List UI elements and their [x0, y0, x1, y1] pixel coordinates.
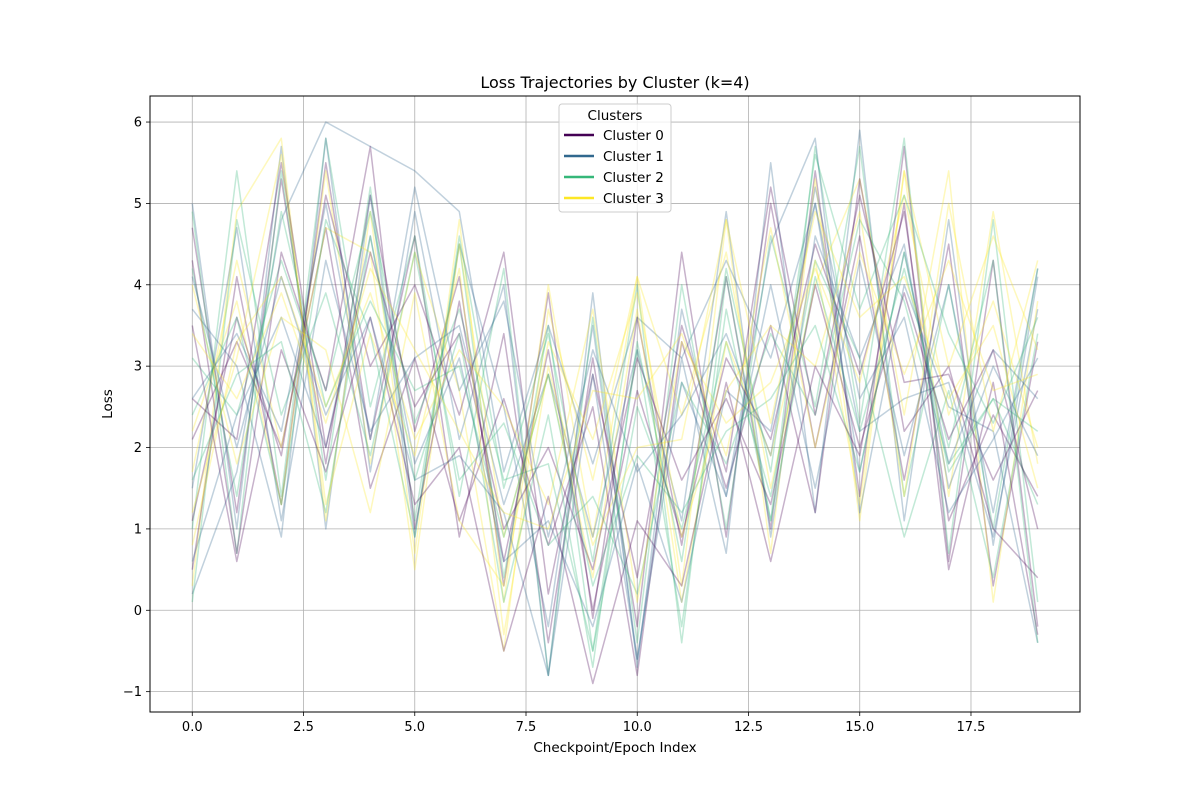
x-tick-label: 17.5	[957, 720, 986, 735]
trajectory-line	[191, 186, 1039, 595]
legend-items: Cluster 0 Cluster 1 Cluster 2 Cluster 3	[564, 128, 664, 207]
trajectory-line	[191, 145, 1039, 612]
y-tick-label: 0	[134, 604, 142, 619]
trajectory-line	[191, 178, 1039, 677]
trajectory-lines	[191, 121, 1039, 685]
y-tick-label: 2	[134, 441, 142, 456]
legend-box	[558, 103, 672, 213]
chart-title: Loss Trajectories by Cluster (k=4)	[480, 73, 749, 92]
trajectory-line	[191, 202, 1039, 587]
y-tick-label: 4	[134, 278, 142, 293]
legend-label: Cluster 1	[603, 149, 664, 165]
x-tick-label: 2.5	[293, 720, 314, 735]
y-tick-label: −1	[123, 685, 142, 700]
trajectory-line	[191, 210, 1039, 538]
trajectory-line	[191, 137, 1039, 677]
y-tick-label: 6	[134, 116, 142, 131]
trajectory-line	[191, 137, 1039, 652]
trajectory-line	[191, 121, 1039, 595]
trajectory-line	[191, 161, 1039, 644]
trajectory-line	[191, 259, 1039, 677]
trajectory-line	[191, 137, 1039, 603]
trajectory-line	[191, 227, 1038, 530]
y-tick-label: 3	[134, 360, 142, 375]
trajectory-line	[191, 186, 1039, 538]
y-tick-label: 1	[134, 522, 142, 537]
trajectory-line	[191, 153, 1039, 636]
y-axis-ticks: −1 0 1 2 3 4 5 6	[123, 116, 150, 700]
trajectory-line	[191, 170, 1039, 603]
trajectory-line	[191, 145, 1039, 627]
trajectory-line	[191, 202, 1039, 685]
x-tick-label: 7.5	[516, 720, 537, 735]
trajectory-line	[191, 210, 1039, 587]
plot-frame	[149, 95, 1081, 713]
legend-label: Cluster 2	[603, 170, 664, 186]
trajectory-line	[191, 170, 1039, 652]
x-axis-label: Checkpoint/Epoch Index	[533, 740, 696, 756]
trajectory-line	[191, 210, 1039, 652]
legend-label: Cluster 0	[603, 128, 664, 144]
y-tick-label: 5	[134, 197, 142, 212]
trajectory-line	[191, 137, 1039, 677]
x-tick-label: 0.0	[182, 720, 203, 735]
trajectory-line	[191, 129, 1039, 660]
x-tick-label: 12.5	[734, 720, 763, 735]
legend-title: Clusters	[588, 108, 643, 124]
trajectory-line	[191, 218, 1039, 644]
trajectory-line	[191, 161, 1039, 571]
x-tick-label: 15.0	[845, 720, 874, 735]
trajectory-line	[191, 218, 1039, 603]
legend-label: Cluster 3	[603, 191, 664, 207]
trajectory-line	[191, 202, 1039, 628]
trajectory-line	[191, 194, 1039, 603]
x-axis-ticks: 0.0 2.5 5.0 7.5 10.0 12.5 15.0 17.5	[182, 712, 986, 735]
x-tick-label: 10.0	[623, 720, 652, 735]
trajectory-line	[191, 153, 1039, 668]
x-tick-label: 5.0	[404, 720, 425, 735]
y-axis-label: Loss	[100, 389, 116, 419]
